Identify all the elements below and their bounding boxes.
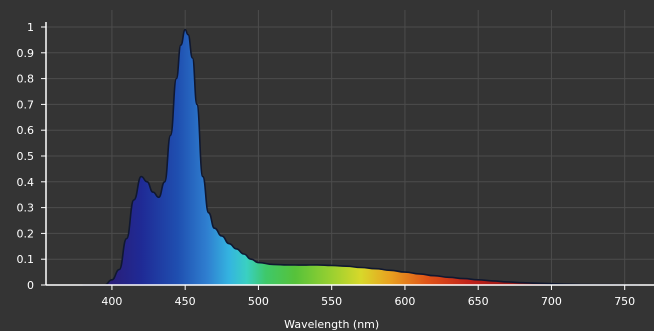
y-tick-label: 0 bbox=[27, 279, 34, 292]
x-tick-label: 500 bbox=[248, 295, 269, 308]
spectrum-outline bbox=[82, 28, 640, 286]
x-tick-label: 750 bbox=[614, 295, 635, 308]
y-tick-label: 0.6 bbox=[17, 124, 35, 137]
y-tick-label: 0.1 bbox=[17, 253, 35, 266]
y-tick-label: 0.5 bbox=[17, 150, 35, 163]
x-axis-title: Wavelength (nm) bbox=[284, 318, 379, 331]
x-tick-labels: 400 450 500 550 600 650 700 750 bbox=[101, 285, 635, 308]
x-tick-label: 450 bbox=[175, 295, 196, 308]
y-tick-label: 0.2 bbox=[17, 227, 35, 240]
y-tick-label: 0.7 bbox=[17, 98, 35, 111]
x-tick-label: 550 bbox=[321, 295, 342, 308]
x-tick-label: 700 bbox=[541, 295, 562, 308]
axes bbox=[45, 22, 654, 286]
spectrum-area bbox=[82, 29, 640, 285]
x-tick-label: 600 bbox=[394, 295, 415, 308]
y-tick-label: 0.3 bbox=[17, 202, 35, 215]
x-tick-label: 650 bbox=[468, 295, 489, 308]
y-tick-label: 1 bbox=[27, 21, 34, 34]
x-tick-label: 400 bbox=[101, 295, 122, 308]
y-tick-labels: 0 0.1 0.2 0.3 0.4 0.5 0.6 0.7 0.8 0.9 1 bbox=[17, 21, 46, 292]
y-tick-label: 0.9 bbox=[17, 47, 35, 60]
y-tick-label: 0.4 bbox=[17, 176, 35, 189]
y-tick-label: 0.8 bbox=[17, 73, 35, 86]
